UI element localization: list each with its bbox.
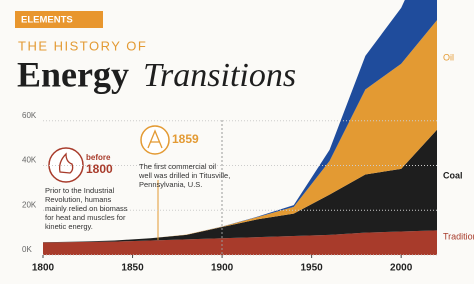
title-italic: Transitions <box>143 57 296 94</box>
plot-area <box>43 0 437 255</box>
icon-derrick <box>147 129 163 149</box>
annotation-text: Pennsylvania, U.S. <box>139 180 202 189</box>
logo-box <box>15 11 103 28</box>
x-tick-label: 1900 <box>211 263 234 274</box>
icon-flame <box>58 152 74 174</box>
annotation-year: 1859 <box>172 132 199 146</box>
area <box>43 230 437 255</box>
x-tick-label: 1800 <box>32 263 55 274</box>
y-tick-label: 0K <box>22 245 32 254</box>
area <box>43 20 437 243</box>
annotation-text: Revolution, humans <box>45 195 112 204</box>
x-tick-label: 2000 <box>390 263 413 274</box>
area <box>43 129 437 243</box>
annotation-text: Prior to the Industrial <box>45 186 115 195</box>
annotation-text: kinetic energy. <box>45 222 93 231</box>
x-tick-label: 1950 <box>301 263 324 274</box>
logo: ELEMENTS <box>21 15 73 26</box>
series-label: Oil <box>443 52 454 62</box>
x-tick-label: 1850 <box>121 263 144 274</box>
series-label: Coal <box>443 170 463 180</box>
icon-fire <box>48 147 84 183</box>
annotation-text: The first commercial oil <box>139 162 216 171</box>
y-tick-label: 40K <box>22 156 37 165</box>
title-bold: Energy <box>17 54 129 94</box>
series-label: Traditional Biomass <box>443 231 474 241</box>
annotation-text: for heat and muscles for <box>45 213 126 222</box>
annotation-year: 1800 <box>86 162 113 176</box>
y-tick-label: 20K <box>22 200 37 209</box>
title-small: THE HISTORY OF <box>18 38 147 53</box>
annotation-text: mainly relied on biomass <box>45 204 128 213</box>
area <box>43 0 437 243</box>
y-tick-label: 60K <box>22 111 37 120</box>
annotation-label: before <box>86 153 111 162</box>
annotation-text: well was drilled in Titusville, <box>138 171 230 180</box>
